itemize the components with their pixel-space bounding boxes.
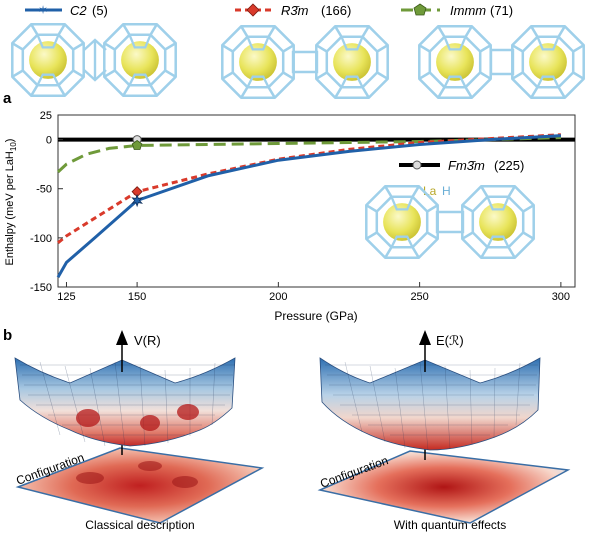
configuration-plane-right xyxy=(317,450,571,524)
caption-quantum: With quantum effects xyxy=(394,518,507,532)
structure-c2 xyxy=(11,23,177,97)
legend-r3m: R3̄m (166) xyxy=(235,3,351,18)
structure-r3m xyxy=(221,25,389,99)
potential-surface-right xyxy=(319,357,541,451)
e-r-label: E(ℛ) xyxy=(436,333,464,348)
plot-frame xyxy=(57,114,576,288)
x-tick-label-250: 250 xyxy=(410,291,428,303)
y-tick-label--50: -50 xyxy=(36,184,52,196)
legend-c2: ✶ C2 (5) xyxy=(25,3,108,18)
structure-fm3m xyxy=(365,185,535,259)
marker-immm xyxy=(131,140,143,150)
legend-r3m-name: R3̄m xyxy=(281,3,309,18)
surface-classical: V(R) Configuration Classical description xyxy=(14,330,265,532)
legend-c2-num: (5) xyxy=(92,3,108,18)
x-axis-label: Pressure (GPa) xyxy=(274,309,357,323)
legend-h: H xyxy=(442,184,451,198)
v-r-label: V(R) xyxy=(134,333,161,348)
legend-immm-num: (71) xyxy=(490,3,513,18)
panel-b-label: b xyxy=(3,327,12,344)
y-tick-label-25: 25 xyxy=(40,110,52,122)
svg-text:✶: ✶ xyxy=(38,3,48,17)
x-tick-label-125: 125 xyxy=(57,291,75,303)
series-immm xyxy=(56,136,561,174)
x-tick-label-300: 300 xyxy=(552,291,570,303)
y-tick-label--100: -100 xyxy=(30,233,52,245)
legend-r3m-num: (166) xyxy=(321,3,351,18)
x-tick-label-200: 200 xyxy=(269,291,287,303)
potential-surface-left xyxy=(14,357,236,447)
marker-c2 xyxy=(131,193,143,208)
series-c2 xyxy=(56,134,561,278)
panel-a-label: a xyxy=(3,90,12,107)
x-tick-label-150: 150 xyxy=(128,291,146,303)
surface-quantum: E(ℛ) Configuration With quantum effects xyxy=(317,330,571,532)
marker-layer xyxy=(131,135,143,208)
legend-c2-name: C2 xyxy=(70,3,87,18)
y-tick-label-0: 0 xyxy=(46,135,52,147)
legend-immm-name: Immm xyxy=(450,3,486,18)
caption-classical: Classical description xyxy=(85,518,194,532)
structure-immm xyxy=(418,25,585,99)
legend-fm3m-num: (225) xyxy=(494,158,524,173)
legend-fm3m: Fm3̄m (225) xyxy=(399,158,524,173)
legend-fm3m-name: Fm3̄m xyxy=(448,158,485,173)
legend-immm: Immm (71) xyxy=(401,3,513,18)
y-tick-label--150: -150 xyxy=(30,282,52,294)
configuration-plane-left xyxy=(15,447,265,524)
y-axis-label: Enthalpy (meV per LaH10) xyxy=(4,139,18,266)
series-layer xyxy=(56,133,575,278)
